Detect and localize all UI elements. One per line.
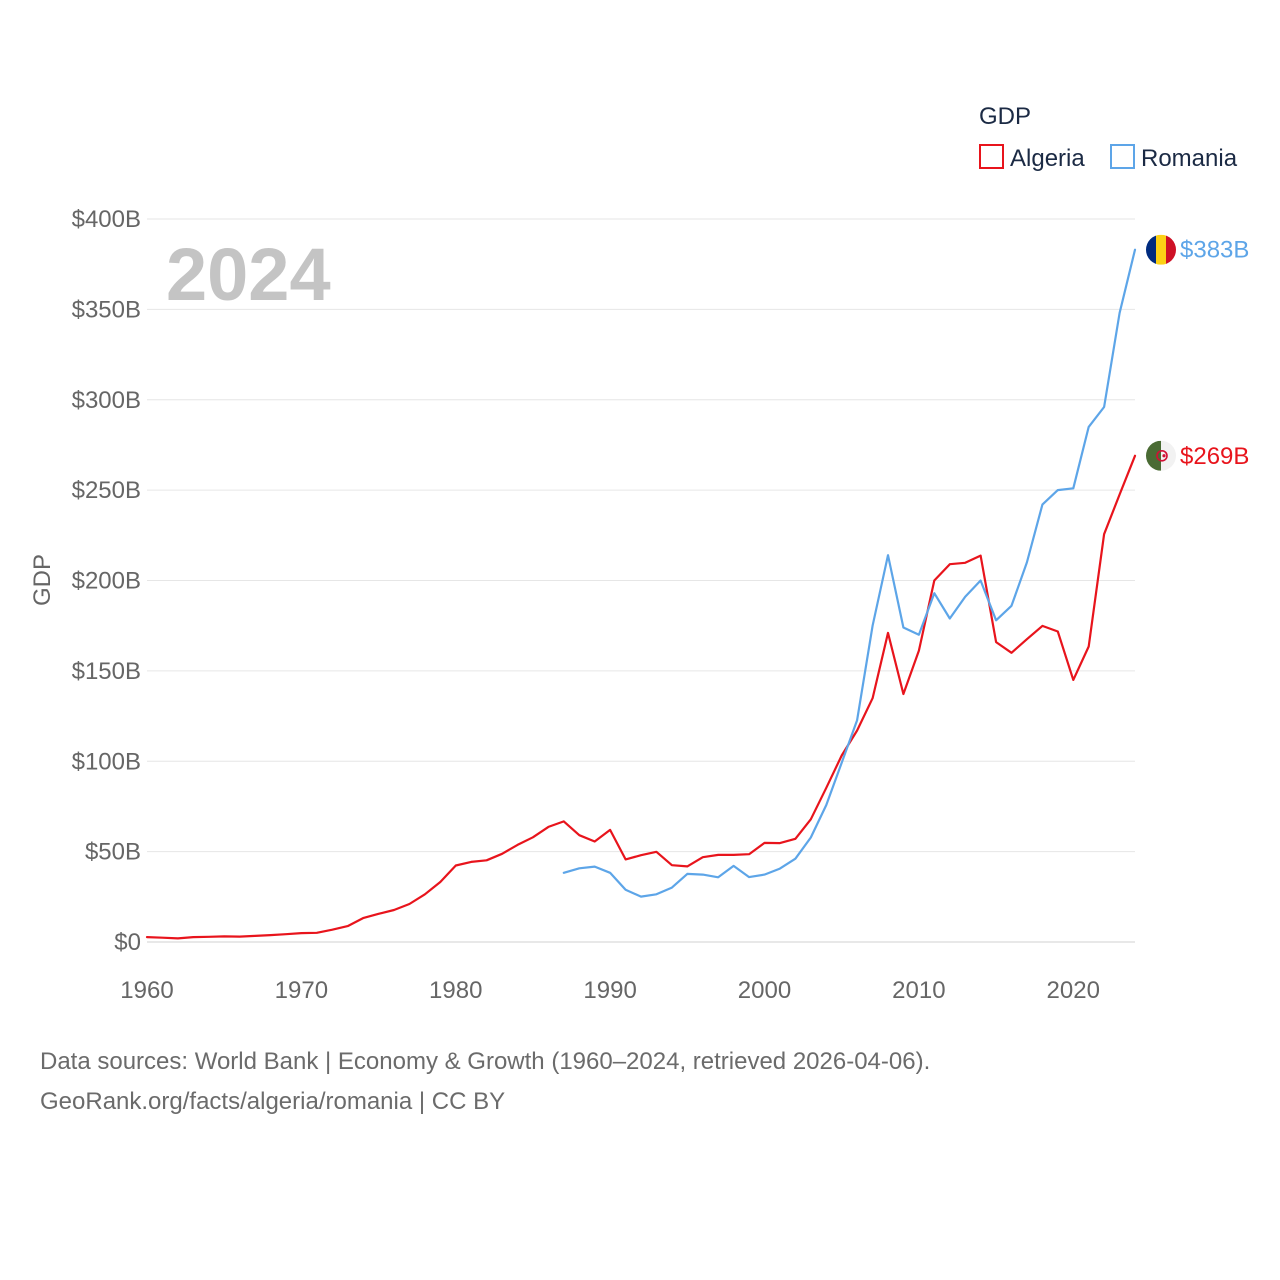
- x-tick-label: 2020: [1047, 977, 1100, 1004]
- algeria-flag-icon: [1146, 440, 1176, 471]
- year-watermark: 2024: [166, 233, 331, 316]
- legend-swatch-romania[interactable]: [1110, 144, 1135, 169]
- legend-title: GDP: [979, 103, 1031, 130]
- x-tick-label: 1980: [429, 977, 482, 1004]
- series-lines: [145, 248, 1137, 940]
- romania-flag-icon: [1146, 234, 1176, 265]
- y-tick-label: $200B: [72, 568, 141, 595]
- x-tick-label: 1970: [275, 977, 328, 1004]
- gdp-line-chart: $0 $50B $100B $150B $200B $250B $300B $350B $400…: [29, 103, 1249, 1004]
- y-tick-label: $100B: [72, 748, 141, 775]
- series-end-labels: $269B $383B: [1146, 234, 1249, 471]
- footer-attribution: GeoRank.org/facts/algeria/romania | CC B…: [40, 1088, 506, 1115]
- y-axis: $0 $50B $100B $150B $200B $250B $300B $350B $400…: [72, 206, 141, 956]
- series-line-algeria[interactable]: [145, 454, 1137, 940]
- y-tick-label: $250B: [72, 477, 141, 504]
- y-tick-label: $50B: [85, 839, 141, 866]
- x-axis: 1960 1970 1980 1990 2000 2010 2020: [120, 977, 1100, 1004]
- end-value-label-algeria: $269B: [1180, 443, 1249, 470]
- x-tick-label: 2000: [738, 977, 791, 1004]
- legend-label-algeria[interactable]: Algeria: [1010, 145, 1085, 172]
- legend-label-romania[interactable]: Romania: [1141, 145, 1238, 172]
- y-axis-title: GDP: [29, 554, 56, 606]
- x-tick-label: 1960: [120, 977, 173, 1004]
- y-tick-label: $150B: [72, 658, 141, 685]
- y-tick-label: $350B: [72, 296, 141, 323]
- legend: GDP Algeria Romania: [979, 103, 1238, 172]
- footer-sources: Data sources: World Bank | Economy & Gro…: [40, 1048, 931, 1075]
- series-line-romania[interactable]: [562, 248, 1137, 898]
- x-tick-label: 2010: [892, 977, 945, 1004]
- footer: Data sources: World Bank | Economy & Gro…: [40, 1042, 930, 1122]
- y-tick-label: $0: [114, 929, 141, 956]
- legend-swatch-algeria[interactable]: [979, 144, 1004, 169]
- y-tick-label: $300B: [72, 387, 141, 414]
- x-tick-label: 1990: [583, 977, 636, 1004]
- y-tick-label: $400B: [72, 206, 141, 233]
- end-value-label-romania: $383B: [1180, 237, 1249, 264]
- gridlines: [147, 218, 1135, 943]
